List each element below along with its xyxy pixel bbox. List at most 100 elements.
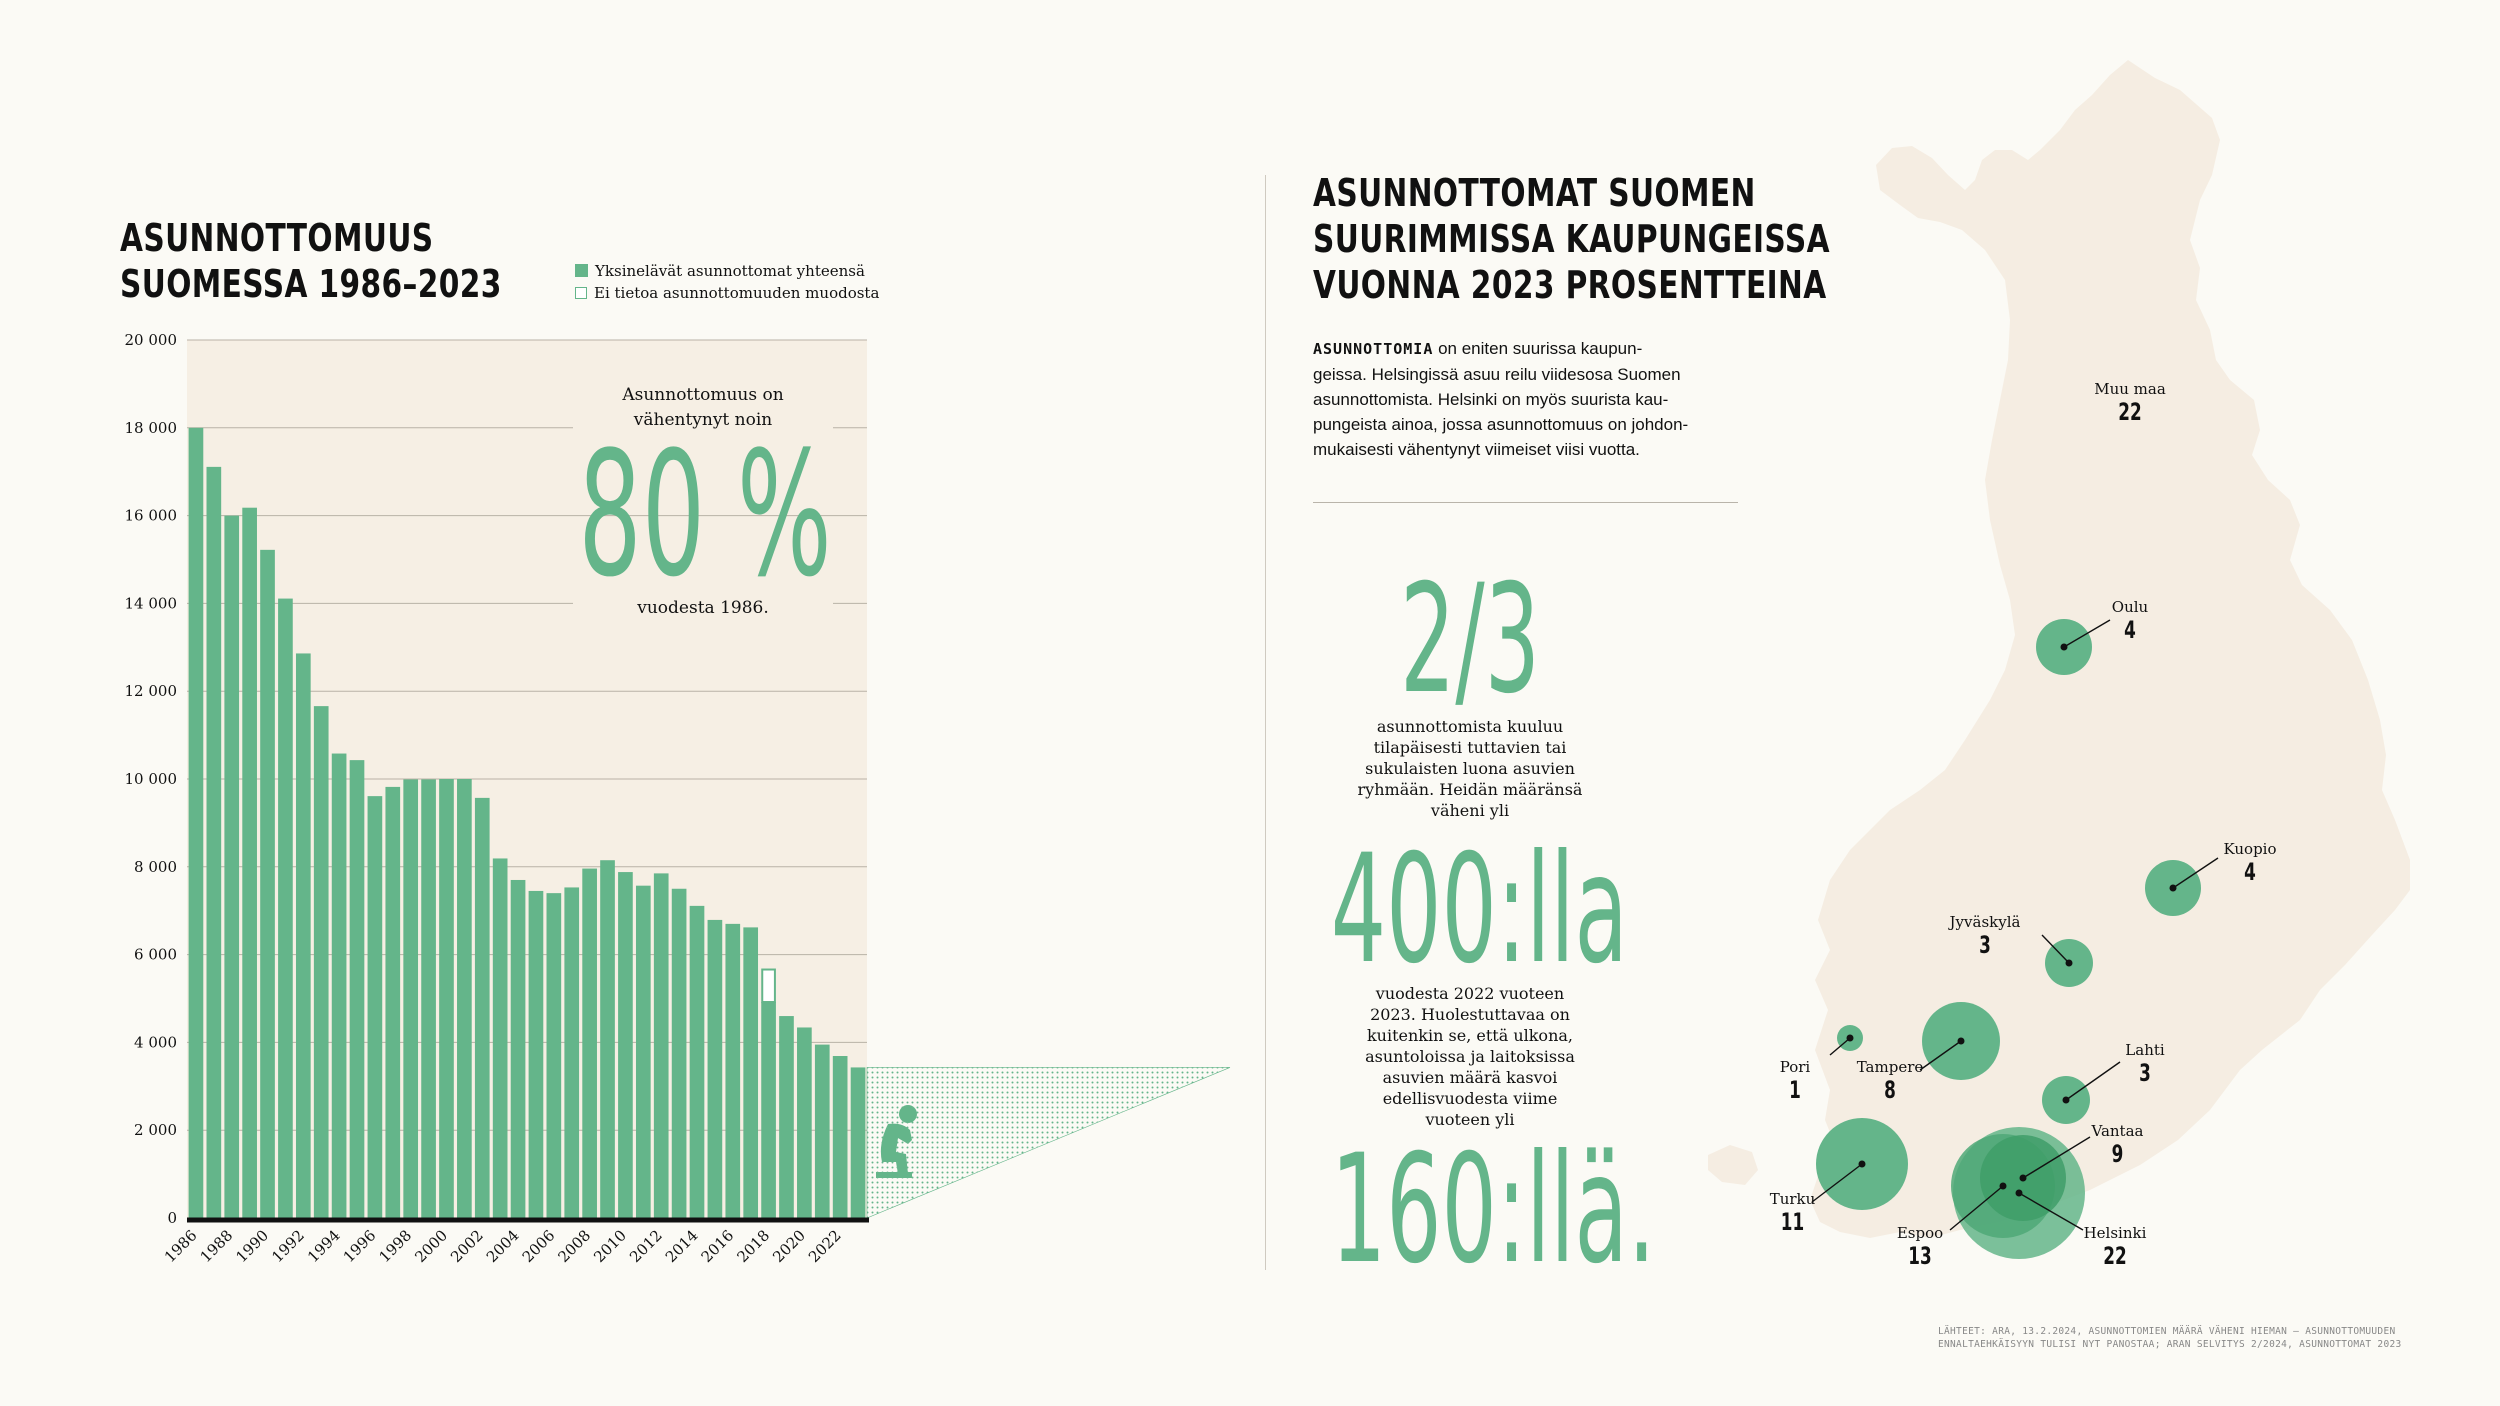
y-tick-label: 10 000 <box>125 770 178 788</box>
vertical-divider <box>1265 175 1266 1270</box>
bar-2002 <box>474 797 490 1218</box>
bar-2017 <box>743 927 759 1218</box>
intro-line-4: pungeista ainoa, jossa asunnottomuus on … <box>1313 415 1689 434</box>
legend-label-unknown: Ei tietoa asunnottomuuden muodosta <box>594 284 880 302</box>
city-label-helsinki: Helsinki 22 <box>2075 1224 2155 1270</box>
chart-callout: Asunnottomuus on vähentynyt noin <box>573 383 833 433</box>
city-name: Oulu <box>2111 598 2149 616</box>
bar-1989 <box>242 507 257 1218</box>
bar-1990 <box>260 549 275 1218</box>
bar-1998 <box>403 779 419 1218</box>
y-tick-label: 18 000 <box>125 419 178 437</box>
bar-1995 <box>349 760 365 1218</box>
intro-line-2: geissa. Helsingissä asuu reilu viidesosa… <box>1313 365 1681 384</box>
y-tick-label: 20 000 <box>125 331 178 349</box>
bar-2007 <box>564 887 580 1218</box>
city-label-tampere: Tampere 8 <box>1850 1058 1930 1104</box>
intro-paragraph: ASUNNOTTOMIA on eniten suurissa kaupun- … <box>1313 336 1783 462</box>
bar-1994 <box>331 753 347 1218</box>
bar-1992 <box>295 653 311 1218</box>
bar-1999 <box>421 779 436 1218</box>
sources-note: LÄHTEET: ARA, 13.2.2024, ASUNNOTTOMIEN M… <box>1938 1325 2402 1351</box>
stat-text-2-line: kuitenkin se, että ulkona, <box>1366 1026 1573 1045</box>
city-name: Pori <box>1779 1058 1811 1076</box>
bar-2008 <box>582 868 597 1218</box>
chart-legend: Yksinelävät asunnottomat yhteensä Ei tie… <box>575 262 879 302</box>
city-label-vantaa: Vantaa 9 <box>2080 1122 2155 1168</box>
legend-item-unknown: Ei tietoa asunnottomuuden muodosta <box>575 284 879 302</box>
y-tick-label: 8 000 <box>134 858 177 876</box>
bar-2013 <box>671 888 687 1218</box>
legend-swatch-filled <box>575 264 588 277</box>
stat-text-2-line: asuvien määrä kasvoi <box>1382 1068 1558 1087</box>
city-label-jyvaskyla: Jyväskylä 3 <box>1945 913 2025 959</box>
city-name: Tampere <box>1856 1058 1924 1076</box>
bar-2010 <box>618 872 633 1218</box>
bar-1988 <box>224 515 240 1218</box>
stat-text-2-line: asuntoloissa ja laitoksissa <box>1365 1047 1575 1066</box>
stat-text-1-line: asunnottomista kuuluu <box>1376 717 1564 736</box>
city-dots <box>1846 643 2177 1197</box>
y-tick-label: 4 000 <box>134 1033 177 1051</box>
city-value: 3 <box>2139 1059 2151 1087</box>
map-title-line2: SUURIMMISSA KAUPUNGEISSA <box>1313 217 1830 261</box>
stat-text-1-line: väheni yli <box>1430 801 1510 820</box>
y-tick-label: 14 000 <box>125 594 178 612</box>
map-title-line1: ASUNNOTTOMAT SUOMEN <box>1313 171 1756 215</box>
intro-line-3: asunnottomista. Helsinki on myös suurist… <box>1313 390 1669 409</box>
city-value: 22 <box>2103 1242 2127 1270</box>
bar-1991 <box>278 598 293 1218</box>
city-value: 4 <box>2244 858 2256 886</box>
bar-2000 <box>439 779 454 1218</box>
city-value: 11 <box>1780 1208 1805 1236</box>
map-title: ASUNNOTTOMAT SUOMEN SUURIMMISSA KAUPUNGE… <box>1313 170 1830 308</box>
bar-2021 <box>814 1044 830 1218</box>
bar-1993 <box>313 706 329 1218</box>
y-tick-label: 0 <box>167 1209 177 1227</box>
city-name: Espoo <box>1896 1224 1944 1242</box>
legend-swatch-outline <box>575 287 587 299</box>
chart-title: ASUNNOTTOMUUS SUOMESSA 1986–2023 <box>120 215 502 307</box>
bar-1997 <box>385 786 401 1218</box>
bar-2011 <box>635 885 651 1218</box>
legend-item-total: Yksinelävät asunnottomat yhteensä <box>575 262 879 280</box>
stat-text-2: vuodesta 2022 vuoteen 2023. Huolestuttav… <box>1340 983 1600 1130</box>
city-value: 1 <box>1789 1076 1801 1104</box>
bar-2009 <box>600 860 615 1218</box>
bar-2020 <box>797 1027 812 1218</box>
bar-2019 <box>779 1016 794 1218</box>
stat-big-2: 400:lla <box>1330 823 1628 997</box>
city-value: 4 <box>2124 616 2136 644</box>
projection-hatch <box>866 1067 1231 1219</box>
city-label-espoo: Espoo 13 <box>1885 1224 1955 1270</box>
bar-2023 <box>850 1067 866 1218</box>
callout-line2: vähentynyt noin <box>633 410 773 430</box>
bar-1996 <box>367 796 383 1218</box>
city-value: 13 <box>1908 1242 1932 1270</box>
stat-text-1-line: ryhmään. Heidän määränsä <box>1357 780 1583 799</box>
stat-text-1-line: sukulaisten luona asuvien <box>1365 759 1575 778</box>
stat-text-2-line: edellisvuodesta viime <box>1382 1089 1558 1108</box>
intro-line-5: mukaisesti vähentynyt viimeiset viisi vu… <box>1313 440 1640 459</box>
chart-title-line2: SUOMESSA 1986–2023 <box>120 262 502 306</box>
sources-line2: ENNALTAEHKÄISYYN TULISI NYT PANOSTAA; AR… <box>1938 1339 2402 1350</box>
city-value: 22 <box>2118 398 2142 426</box>
person-sitting-icon <box>876 1105 917 1178</box>
city-value: 3 <box>1979 931 1991 959</box>
city-label-oulu: Oulu 4 <box>2100 598 2160 644</box>
bar-2016 <box>725 923 741 1218</box>
city-name: Kuopio <box>2223 840 2277 858</box>
intro-line-1: on eniten suurissa kaupun- <box>1433 339 1643 358</box>
horizontal-divider <box>1313 502 1738 503</box>
city-name: Lahti <box>2125 1041 2165 1059</box>
city-value: 8 <box>1884 1076 1896 1104</box>
chart-title-line1: ASUNNOTTOMUUS <box>120 216 434 260</box>
city-label-pori: Pori 1 <box>1765 1058 1825 1104</box>
aland-islands-shape <box>1708 1145 1758 1185</box>
bar-chart: 0 2 000 4 000 6 000 8 000 10 000 12 000 14 000 1… <box>125 331 1231 1266</box>
bar-2015 <box>707 919 723 1218</box>
city-label-kuopio: Kuopio 4 <box>2215 840 2285 886</box>
callout-line1: Asunnottomuus on <box>622 385 784 405</box>
bar-2014 <box>689 905 705 1218</box>
